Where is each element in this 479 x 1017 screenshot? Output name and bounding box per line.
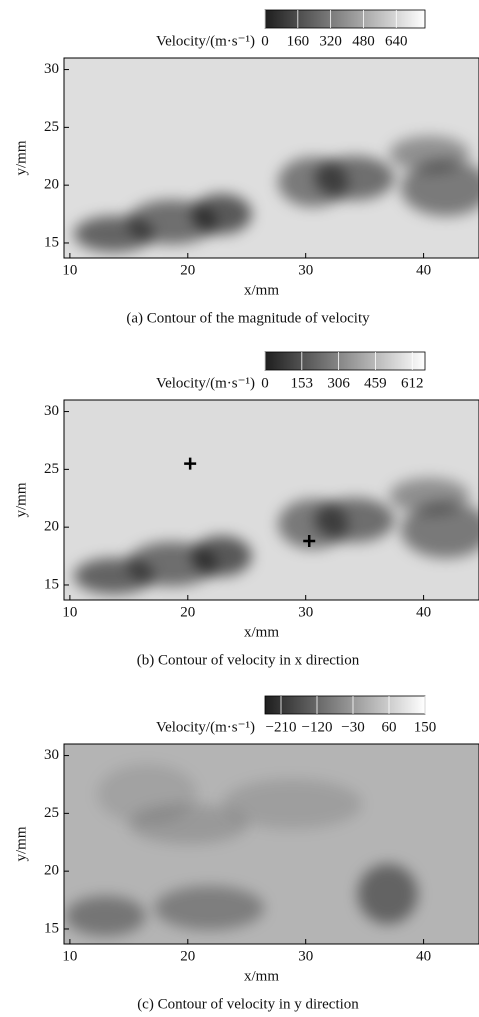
field-shade (358, 864, 418, 924)
y-tick-label: 15 (44, 576, 59, 592)
x-axis-label: x/mm (244, 624, 279, 640)
colorbar-tick-label: 0 (261, 33, 269, 49)
colorbar-label: Velocity/(m·s⁻¹) (156, 33, 255, 49)
colorbar (265, 696, 425, 714)
panel: Velocity/(m·s⁻¹) 0 160 320 480 640 10 20 30 40 15 2… (13, 10, 479, 326)
y-axis-label: y/mm (13, 482, 29, 517)
y-axis-label: y/mm (13, 140, 29, 175)
colorbar-tick-label: 150 (414, 719, 437, 735)
panel: Velocity/(m·s⁻¹) −210 −120 −30 60 150 10 20 30 40… (13, 696, 479, 1012)
x-tick-label: 10 (62, 262, 77, 278)
y-tick-label: 25 (44, 805, 59, 821)
field-shade (192, 194, 252, 234)
contour-field (64, 58, 479, 258)
field-shade (66, 896, 146, 936)
colorbar-tick-label: 306 (327, 375, 350, 391)
x-axis-label: x/mm (244, 968, 279, 984)
y-tick-label: 20 (44, 177, 59, 193)
y-tick-label: 25 (44, 461, 59, 477)
y-tick-label: 20 (44, 863, 59, 879)
field-shade (315, 498, 395, 542)
field-shade (315, 156, 395, 200)
field-shade (389, 478, 469, 514)
x-tick-label: 40 (416, 948, 431, 964)
colorbar-tick-label: 320 (319, 33, 342, 49)
x-axis-label: x/mm (244, 282, 279, 298)
colorbar-tick-label: −120 (302, 719, 333, 735)
caption: (a) Contour of the magnitude of velocity (126, 310, 370, 326)
colorbar (265, 352, 425, 370)
y-tick-label: 30 (44, 61, 59, 77)
panel: Velocity/(m·s⁻¹) 0 153 306 459 612 10 20 30 40 15 2… (13, 352, 479, 668)
contour-field (64, 744, 479, 944)
caption: (c) Contour of velocity in y direction (137, 996, 359, 1012)
y-tick-label: 20 (44, 519, 59, 535)
x-tick-label: 30 (298, 604, 313, 620)
x-tick-label: 30 (298, 262, 313, 278)
y-axis-label: y/mm (13, 826, 29, 861)
y-tick-label: 15 (44, 920, 59, 936)
x-tick-label: 40 (416, 262, 431, 278)
figure: Velocity/(m·s⁻¹) 0 160 320 480 640 10 20 30 40 15 2… (0, 0, 479, 1017)
caption: (b) Contour of velocity in x direction (137, 652, 360, 668)
field-shade (222, 779, 362, 829)
field-shade (192, 536, 252, 576)
colorbar-tick-label: 459 (364, 375, 387, 391)
y-tick-label: 30 (44, 403, 59, 419)
colorbar-tick-label: 612 (401, 375, 424, 391)
colorbar-tick-label: 0 (261, 375, 269, 391)
x-tick-label: 30 (298, 948, 313, 964)
colorbar-label: Velocity/(m·s⁻¹) (156, 719, 255, 735)
colorbar-tick-label: 160 (287, 33, 310, 49)
colorbar-tick-label: 60 (382, 719, 397, 735)
colorbar-label: Velocity/(m·s⁻¹) (156, 375, 255, 391)
y-tick-label: 15 (44, 234, 59, 250)
y-tick-label: 30 (44, 747, 59, 763)
colorbar-tick-label: 480 (352, 33, 375, 49)
x-tick-label: 20 (180, 604, 195, 620)
colorbar (265, 10, 425, 28)
x-tick-label: 10 (62, 948, 77, 964)
colorbar-tick-label: 640 (385, 33, 408, 49)
x-tick-label: 20 (180, 262, 195, 278)
x-tick-label: 10 (62, 604, 77, 620)
y-tick-label: 25 (44, 119, 59, 135)
field-shade (97, 764, 197, 824)
field-shade (154, 886, 264, 930)
field-shade (389, 136, 469, 172)
colorbar-tick-label: 153 (291, 375, 314, 391)
contour-field (64, 400, 479, 600)
x-tick-label: 40 (416, 604, 431, 620)
colorbar-tick-label: −210 (266, 719, 297, 735)
colorbar-tick-label: −30 (341, 719, 364, 735)
x-tick-label: 20 (180, 948, 195, 964)
